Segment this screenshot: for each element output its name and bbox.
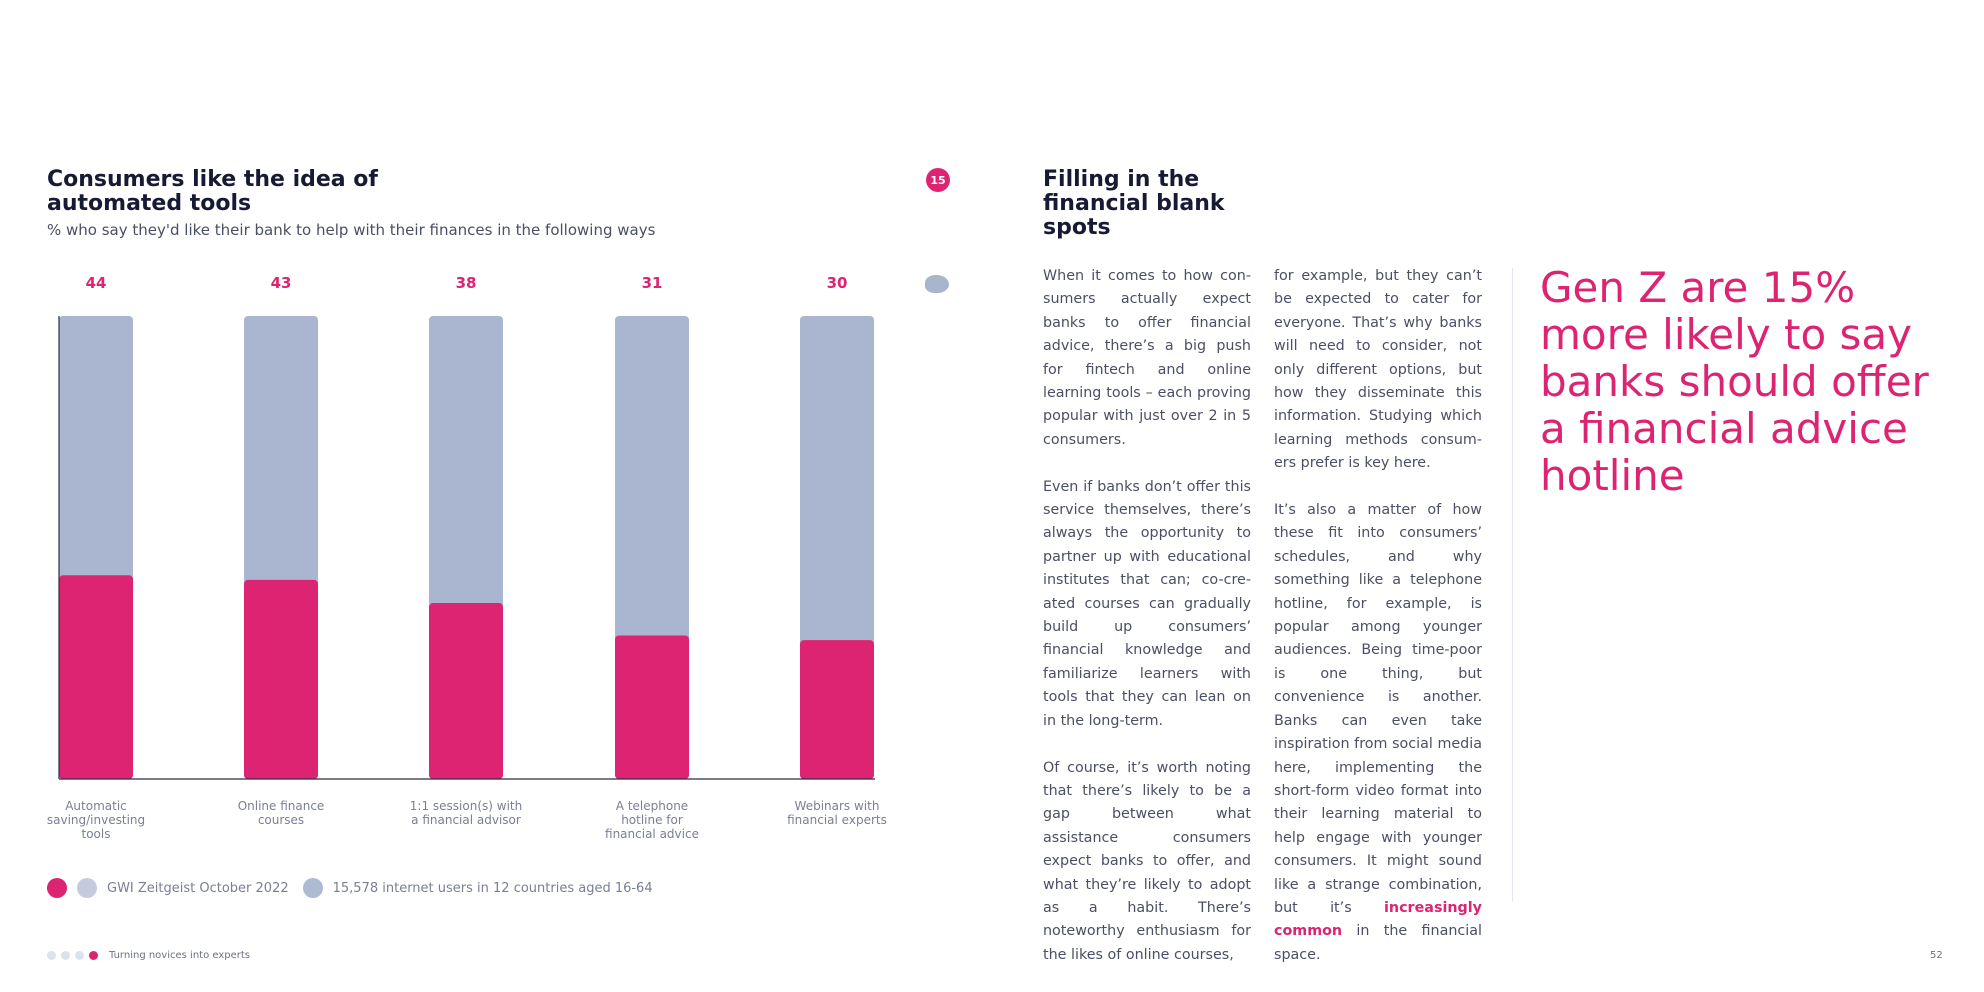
column-divider xyxy=(1512,268,1513,902)
info-icon xyxy=(77,878,97,898)
data-label: 43 xyxy=(271,274,292,292)
pull-quote: Gen Z are 15% more likely to say banks s… xyxy=(1540,263,1929,500)
bar-remainder xyxy=(59,316,133,779)
brand-dot-icon xyxy=(47,878,67,898)
article-paragraph: Of course, it’s worth noting that there’… xyxy=(1043,759,1251,963)
data-label: 38 xyxy=(456,274,477,292)
source-text: GWI Zeitgeist October 2022 xyxy=(107,880,289,896)
footer: Turning novices into experts xyxy=(47,950,250,961)
bar-value xyxy=(59,575,133,779)
progress-dot-icon xyxy=(47,951,56,960)
bar-value xyxy=(244,579,318,779)
data-label: 31 xyxy=(642,274,663,292)
people-icon xyxy=(302,878,323,898)
article-paragraph: for example, but they can’t be expected … xyxy=(1274,268,1482,472)
bar-remainder xyxy=(429,316,503,779)
paragraph-end: in the financial space. xyxy=(1274,923,1482,963)
article-paragraph: When it comes to how con­sumers actually… xyxy=(1043,268,1251,448)
bar-value xyxy=(615,635,689,779)
data-label: 44 xyxy=(86,274,107,292)
bar-remainder xyxy=(800,316,874,779)
article-title: Filling in the financial blank spots xyxy=(1043,167,1225,240)
base-text: 15,578 internet users in 12 countries ag… xyxy=(332,880,653,896)
progress-dot-icon xyxy=(75,951,84,960)
data-label: 30 xyxy=(827,274,848,292)
category-label: A telephone hotline for financial advice xyxy=(605,799,699,841)
page-badge: 15 xyxy=(926,168,950,192)
progress-dot-active-icon xyxy=(89,951,98,960)
bar-remainder xyxy=(615,316,689,779)
bar-value xyxy=(800,640,874,779)
category-label: 1:1 session(s) with a financial advisor xyxy=(410,799,522,827)
page-number: 52 xyxy=(1930,950,1943,961)
chart-title: Consumers like the idea of automated too… xyxy=(47,167,378,216)
article-column-1: When it comes to how con­sumers actually… xyxy=(1043,265,1251,991)
category-label: Automatic saving/investing tools xyxy=(47,799,145,841)
bar-value xyxy=(429,603,503,779)
footer-section-title: Turning novices into experts xyxy=(109,950,251,961)
bar-remainder xyxy=(244,316,318,779)
progress-dot-icon xyxy=(61,951,70,960)
highlight-link[interactable]: increasingly common xyxy=(1274,899,1482,940)
category-label: Webinars with financial experts xyxy=(787,799,887,827)
article-paragraph: Even if banks don’t offer this service t… xyxy=(1043,478,1251,729)
article-column-2: for example, but they can’t be expected … xyxy=(1274,265,1482,991)
paragraph-text: It’s also a matter of how these fit into… xyxy=(1274,502,1482,916)
speech-bubble-icon xyxy=(925,275,949,293)
chart-subtitle: % who say they'd like their bank to help… xyxy=(47,221,656,239)
category-label: Online finance courses xyxy=(238,799,325,827)
article-paragraph: It’s also a matter of how these fit into… xyxy=(1274,499,1482,967)
chart-legend: GWI Zeitgeist October 2022 15,578 intern… xyxy=(47,877,667,899)
